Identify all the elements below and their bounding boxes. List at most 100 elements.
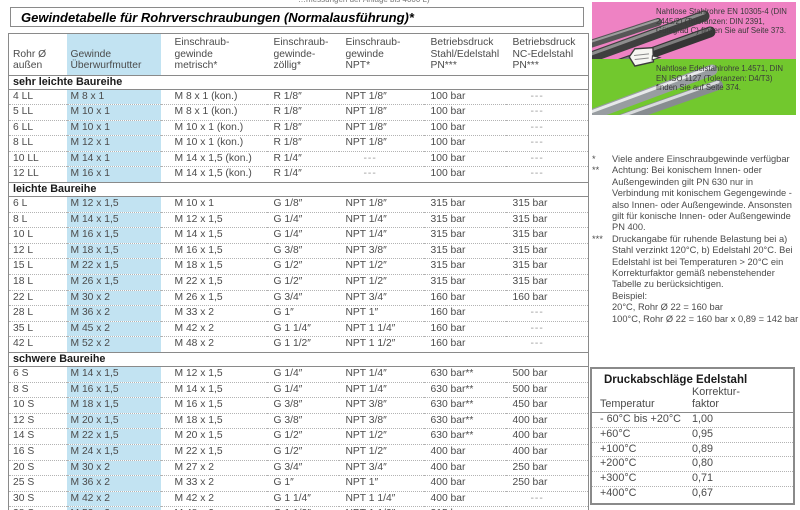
table-cell: M 18 x 1,5: [160, 258, 267, 276]
table-cell: NPT 1 1/4″: [338, 491, 424, 508]
table-cell: NPT 1/8″: [338, 104, 424, 121]
table-cell: M 14 x 1,5: [160, 382, 267, 399]
table-cell: G 1/4″: [266, 212, 339, 229]
table-cell: NPT 1/4″: [338, 366, 424, 383]
table-cell: M 12 x 1: [66, 135, 161, 152]
table-cell: NPT 3/8″: [338, 413, 424, 430]
table-cell: 5 LL: [8, 104, 67, 121]
temperature-value: +200°C: [600, 457, 637, 470]
table-cell: G 1 1/4″: [266, 321, 339, 338]
table-cell: NPT 3/8″: [338, 243, 424, 260]
temperature-value: +60°C: [600, 427, 631, 440]
table-cell: 250 bar: [505, 475, 589, 492]
table-cell: M 8 x 1 (kon.): [160, 104, 267, 121]
table-cell: ---: [505, 305, 589, 322]
footnotes: * Viele andere Einschraubgewinde verfügba…: [592, 154, 800, 325]
table-cell: NPT 3/8″: [338, 397, 424, 414]
table-cell: 38 S: [9, 507, 67, 510]
table-cell: M 12 x 1,5: [160, 366, 267, 383]
table-cell: M 27 x 2: [160, 460, 267, 477]
table-cell: M 36 x 2: [66, 305, 161, 322]
table-cell: G 1/2″: [266, 258, 339, 276]
table-cell: R 1/8″: [266, 89, 339, 106]
table-cell: NPT 1/2″: [338, 428, 424, 445]
section-label: schwere Baureihe: [8, 352, 589, 367]
table-cell: 12 L: [8, 243, 67, 260]
table-cell: 160 bar: [423, 290, 506, 307]
table-cell: 315 bar: [423, 243, 506, 260]
table-cell: NPT 1/2″: [338, 444, 424, 461]
table-cell: M 20 x 1,5: [66, 413, 161, 430]
table-cell: G 3/8″: [266, 413, 339, 430]
table-cell: G 1/8″: [266, 196, 339, 213]
table-cell: 160 bar: [423, 321, 506, 338]
table-cell: M 10 x 1 (kon.): [160, 120, 267, 137]
factor-value: 0,80: [692, 457, 714, 470]
table-cell: M 18 x 1,5: [160, 413, 267, 430]
correction-row: +300°C 0,71: [592, 472, 793, 487]
section-row: leichte Baureihe: [8, 182, 589, 198]
table-cell: 315 bar: [505, 227, 589, 244]
table-cell: 630 bar**: [423, 428, 506, 445]
table-cell: NPT 1/8″: [338, 89, 424, 106]
table-cell: 28 L: [8, 305, 67, 322]
table-cell: G 3/8″: [266, 397, 339, 414]
table-cell: NPT 3/4″: [338, 460, 424, 477]
table-cell: M 36 x 2: [66, 475, 161, 492]
table-cell: G 1/2″: [266, 444, 339, 461]
table-cell: 10 S: [8, 397, 67, 414]
correction-table-title: Druckabschläge Edelstahl: [604, 374, 748, 386]
table-cell: 400 bar: [505, 428, 589, 445]
example-line: 20°C, Rohr Ø 22 = 160 bar: [612, 302, 723, 313]
factor-value: 0,89: [692, 442, 714, 455]
table-cell: 30 S: [8, 491, 67, 508]
factor-value: 1,00: [692, 413, 714, 425]
example-line: 100°C, Rohr Ø 22 = 160 bar x 0,89 = 142 …: [612, 313, 799, 324]
table-cell: R 1/8″: [266, 120, 339, 137]
column-header: Betriebsdruck Stahl/Edelstahl PN***: [423, 33, 506, 76]
table-cell: M 16 x 1,5: [66, 227, 161, 244]
column-header: Einschraub-gewinde metrisch*: [160, 33, 267, 76]
footnote-text: Druckangabe für ruhende Belastung bei a)…: [612, 233, 793, 290]
table-cell: R 1/8″: [266, 104, 339, 121]
table-cell: ---: [505, 166, 589, 184]
table-cell: 315 bar: [505, 212, 589, 229]
table-cell: M 14 x 1,5: [66, 366, 161, 383]
example-label: Beispiel:: [612, 290, 648, 301]
section-label: sehr leichte Baureihe: [8, 74, 589, 90]
table-cell: 315 bar: [423, 274, 506, 291]
table-cell: M 22 x 1,5: [160, 274, 267, 291]
table-cell: 100 bar: [423, 120, 506, 137]
steel-tube-note: Nahtlose Stahlrohre EN 10305-4 (DIN 2445…: [656, 7, 787, 36]
table-cell: G 1 1/2″: [266, 336, 339, 353]
table-cell: 6 S: [8, 366, 67, 383]
table-cell: 315 bar: [505, 196, 589, 213]
table-cell: 315 bar: [505, 258, 589, 276]
table-cell: ---: [505, 151, 589, 168]
table-cell: NPT 3/4″: [338, 290, 424, 307]
stamp-badge-icon: [628, 46, 662, 67]
table-cell: M 8 x 1: [66, 89, 161, 106]
footnote-marker: ***: [592, 233, 603, 244]
footnote-marker: *: [592, 154, 596, 164]
table-cell: 100 bar: [423, 89, 506, 106]
temperature-value: +100°C: [600, 442, 637, 455]
factor-column-header: Korrektur- faktor: [692, 386, 740, 410]
table-cell: 15 L: [8, 258, 67, 276]
table-cell: M 33 x 2: [160, 475, 267, 492]
table-cell: 14 S: [8, 428, 67, 445]
table-cell: M 10 x 1 (kon.): [160, 135, 267, 152]
table-cell: 500 bar: [505, 366, 589, 383]
table-cell: 22 L: [8, 290, 67, 307]
table-cell: M 30 x 2: [66, 290, 161, 307]
correction-row: +400°C 0,67: [592, 487, 793, 501]
table-cell: 100 bar: [423, 151, 506, 168]
